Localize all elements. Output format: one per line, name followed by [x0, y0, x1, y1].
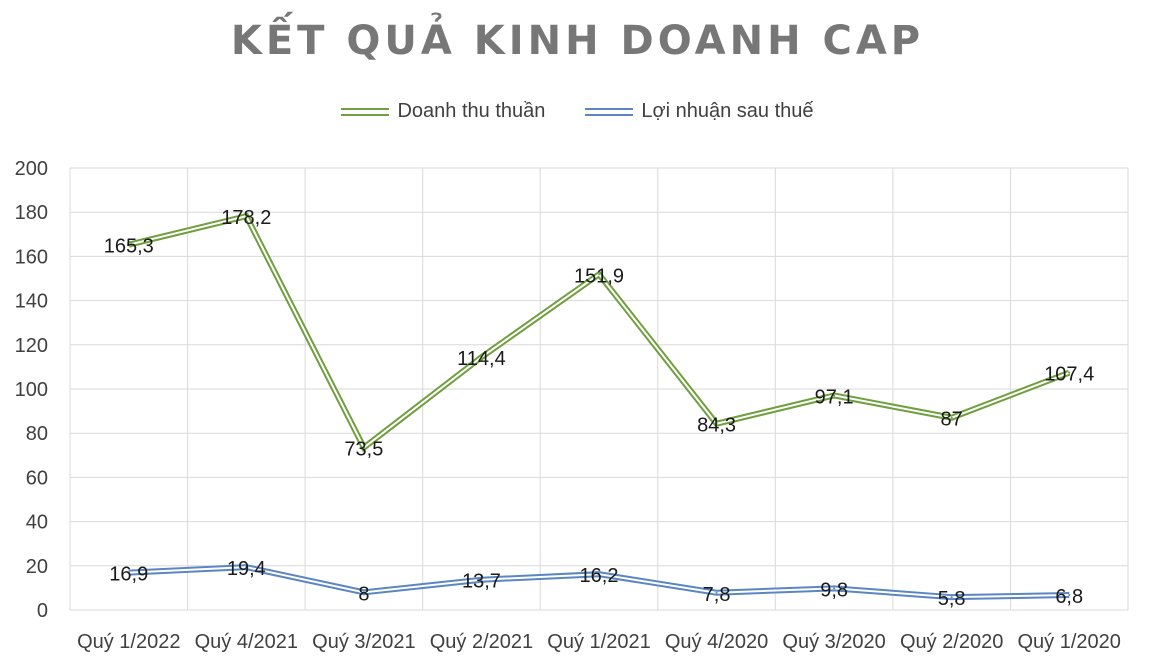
data-label: 19,4 [227, 558, 266, 580]
data-point [1068, 371, 1071, 374]
y-tick-label: 200 [15, 158, 48, 180]
data-label: 8 [358, 583, 369, 605]
x-tick-label: Quý 2/2021 [430, 631, 533, 653]
data-point [598, 273, 600, 276]
data-label: 9,8 [820, 579, 848, 601]
y-tick-label: 180 [15, 202, 48, 224]
legend: Doanh thu thuần Lợi nhuận sau thuế [0, 100, 1155, 123]
x-tick-label: Quý 1/2020 [1018, 631, 1121, 653]
data-label: 16,9 [109, 564, 148, 586]
data-point [362, 446, 365, 449]
data-point [833, 587, 836, 590]
data-point [480, 356, 483, 359]
data-label: 97,1 [815, 386, 854, 408]
x-tick-label: Quý 3/2020 [782, 631, 885, 653]
data-point [127, 243, 130, 246]
data-point [127, 571, 130, 574]
chart-title: KẾT QUẢ KINH DOANH CAP [230, 18, 925, 64]
y-tick-label: 120 [15, 335, 48, 357]
y-tick-label: 80 [26, 423, 48, 445]
data-label: 151,9 [574, 265, 624, 287]
y-tick-label: 60 [26, 467, 48, 489]
data-label: 73,5 [344, 439, 383, 461]
data-point [715, 422, 718, 425]
legend-swatch-revenue [341, 107, 390, 116]
series-line-inner [128, 215, 1070, 450]
legend-item-profit: Lợi nhuận sau thuế [585, 100, 814, 123]
data-point [362, 591, 365, 594]
data-label: 6,8 [1055, 586, 1083, 608]
data-label: 107,4 [1044, 364, 1094, 386]
data-label: 114,4 [457, 348, 506, 370]
data-point [1068, 593, 1071, 596]
x-tick-label: Quý 3/2021 [312, 631, 415, 653]
legend-label-revenue: Doanh thu thuần [397, 100, 546, 122]
x-tick-label: Quý 4/2020 [665, 631, 768, 653]
y-tick-label: 140 [15, 291, 48, 313]
legend-swatch-profit [585, 107, 634, 116]
y-tick-label: 0 [37, 600, 48, 622]
data-point [245, 566, 248, 569]
data-label: 7,8 [703, 584, 731, 606]
data-point [598, 573, 600, 576]
y-tick-label: 100 [15, 379, 48, 401]
y-tick-label: 40 [26, 512, 48, 534]
legend-label-profit: Lợi nhuận sau thuế [641, 100, 814, 122]
data-label: 84,3 [697, 415, 736, 437]
y-tick-label: 20 [26, 556, 48, 578]
x-tick-label: Quý 4/2021 [195, 631, 298, 653]
y-tick-label: 160 [15, 246, 48, 268]
data-point [950, 416, 953, 419]
data-label: 165,3 [104, 236, 154, 258]
data-label: 16,2 [580, 565, 619, 587]
data-label: 178,2 [221, 207, 271, 229]
data-point [833, 394, 836, 397]
data-point [245, 215, 248, 218]
data-label: 87 [941, 409, 963, 431]
data-point [715, 591, 718, 594]
x-tick-label: Quý 1/2022 [77, 631, 180, 653]
data-label: 5,8 [938, 588, 966, 610]
x-tick-label: Quý 1/2021 [547, 631, 650, 653]
data-point [950, 596, 953, 599]
data-label: 13,7 [462, 571, 501, 593]
legend-item-revenue: Doanh thu thuần [341, 100, 545, 123]
data-point [480, 578, 483, 581]
x-tick-label: Quý 2/2020 [900, 631, 1003, 653]
